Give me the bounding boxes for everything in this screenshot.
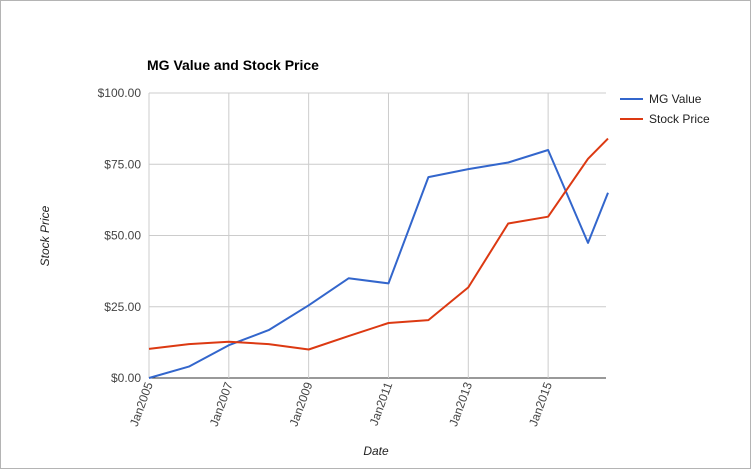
chart-title: MG Value and Stock Price bbox=[147, 57, 319, 73]
legend: MG Value Stock Price bbox=[620, 92, 710, 126]
y-tick-labels: $0.00 $25.00 $50.00 $75.00 $100.00 bbox=[98, 86, 142, 385]
y-tick-label: $75.00 bbox=[104, 157, 141, 171]
x-axis-title: Date bbox=[363, 444, 389, 458]
legend-label: MG Value bbox=[649, 92, 702, 106]
x-tick-label: Jan2015 bbox=[526, 380, 555, 428]
x-tick-label: Jan2007 bbox=[207, 380, 236, 428]
y-tick-label: $25.00 bbox=[104, 300, 141, 314]
y-tick-label: $0.00 bbox=[111, 371, 141, 385]
x-tick-label: Jan2013 bbox=[446, 380, 475, 428]
grid bbox=[148, 92, 606, 379]
x-tick-label: Jan2009 bbox=[287, 380, 316, 428]
x-tick-labels: Jan2005 Jan2007 Jan2009 Jan2011 Jan2013 Jan20… bbox=[127, 380, 555, 428]
series-line-stock-price bbox=[148, 137, 609, 351]
x-tick-label: Jan2011 bbox=[367, 380, 396, 428]
x-tick-label: Jan2005 bbox=[127, 380, 156, 428]
series-line-mg-value bbox=[148, 149, 609, 379]
y-tick-label: $100.00 bbox=[98, 86, 142, 100]
y-axis-title: Stock Price bbox=[38, 205, 52, 266]
y-tick-label: $50.00 bbox=[104, 229, 141, 243]
series-lines bbox=[148, 137, 609, 379]
legend-label: Stock Price bbox=[649, 112, 710, 126]
